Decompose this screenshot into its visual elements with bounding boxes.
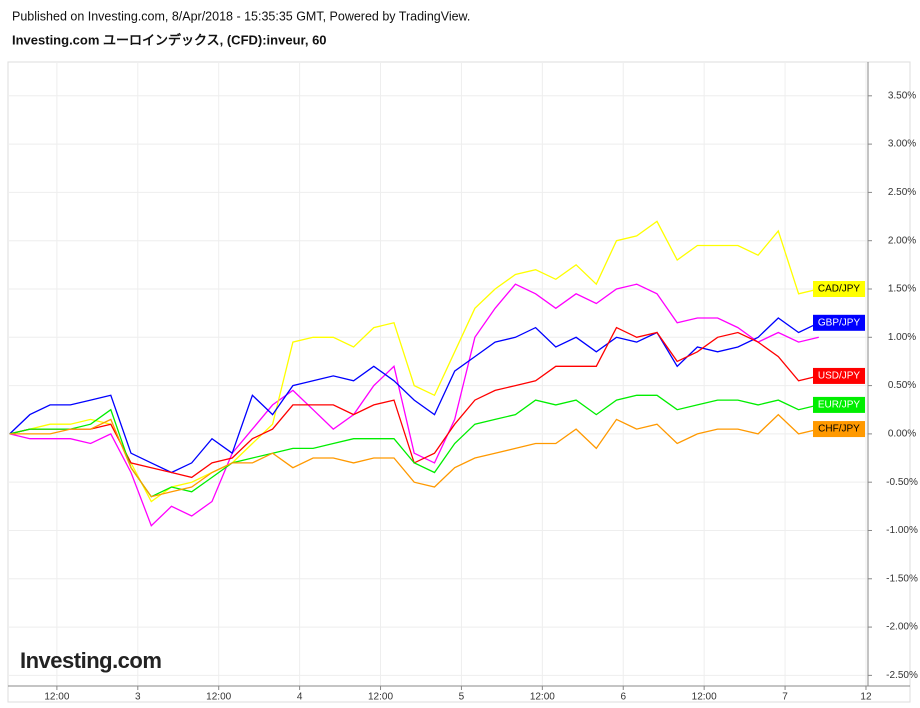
frame xyxy=(7,61,911,703)
y-tick-label: -0.50% xyxy=(886,477,918,488)
series-line xyxy=(9,317,820,474)
legend-swatch xyxy=(813,421,865,438)
series-line xyxy=(9,283,819,527)
series-line xyxy=(9,220,819,503)
series-line xyxy=(9,326,819,479)
x-tick-label: 12 xyxy=(860,692,872,703)
legend-label: CHF/JPY xyxy=(818,424,860,435)
symbol-title: Investing.com ユーロインデックス, (CFD):inveur, 6… xyxy=(12,32,327,47)
y-tick-label: -2.50% xyxy=(886,670,918,681)
x-tick-label: 12:00 xyxy=(530,692,555,703)
x-tick-label: 5 xyxy=(459,692,465,703)
legend-label: USD/JPY xyxy=(818,371,861,382)
y-tick-label: 1.50% xyxy=(888,284,916,295)
y-tick-label: 2.00% xyxy=(888,235,916,246)
legend-label: EUR/JPY xyxy=(818,400,861,411)
y-tick-label: 0.50% xyxy=(888,380,916,391)
x-tick-label: 12:00 xyxy=(44,692,69,703)
y-tick-label: -1.00% xyxy=(886,525,918,536)
legend-swatch xyxy=(813,314,865,331)
y-tick-label: 3.50% xyxy=(888,90,916,101)
y-tick-label: 0.00% xyxy=(888,429,916,440)
x-tick-label: 12:00 xyxy=(692,692,717,703)
x-tick-label: 12:00 xyxy=(368,692,393,703)
x-tick-label: 12:00 xyxy=(206,692,231,703)
y-tick-label: -2.00% xyxy=(886,622,918,633)
series-line xyxy=(9,413,819,498)
legend-swatch xyxy=(813,367,865,384)
published-note: Published on Investing.com, 8/Apr/2018 -… xyxy=(12,9,470,23)
x-tick-label: 4 xyxy=(297,692,303,703)
x-tick-label: 3 xyxy=(135,692,141,703)
legend-swatch xyxy=(813,396,865,413)
legend-label: CAD/JPY xyxy=(818,284,861,295)
y-tick-label: 1.00% xyxy=(888,332,916,343)
y-tick-label: 2.50% xyxy=(888,187,916,198)
watermark: Investing.com xyxy=(20,648,161,673)
x-tick-label: 6 xyxy=(620,692,626,703)
x-tick-label: 7 xyxy=(782,692,788,703)
y-tick-label: -1.50% xyxy=(886,573,918,584)
grid xyxy=(8,62,868,686)
legend-label: GBP/JPY xyxy=(818,317,861,328)
y-tick-label: 3.00% xyxy=(888,139,916,150)
legend-swatch xyxy=(813,280,865,297)
